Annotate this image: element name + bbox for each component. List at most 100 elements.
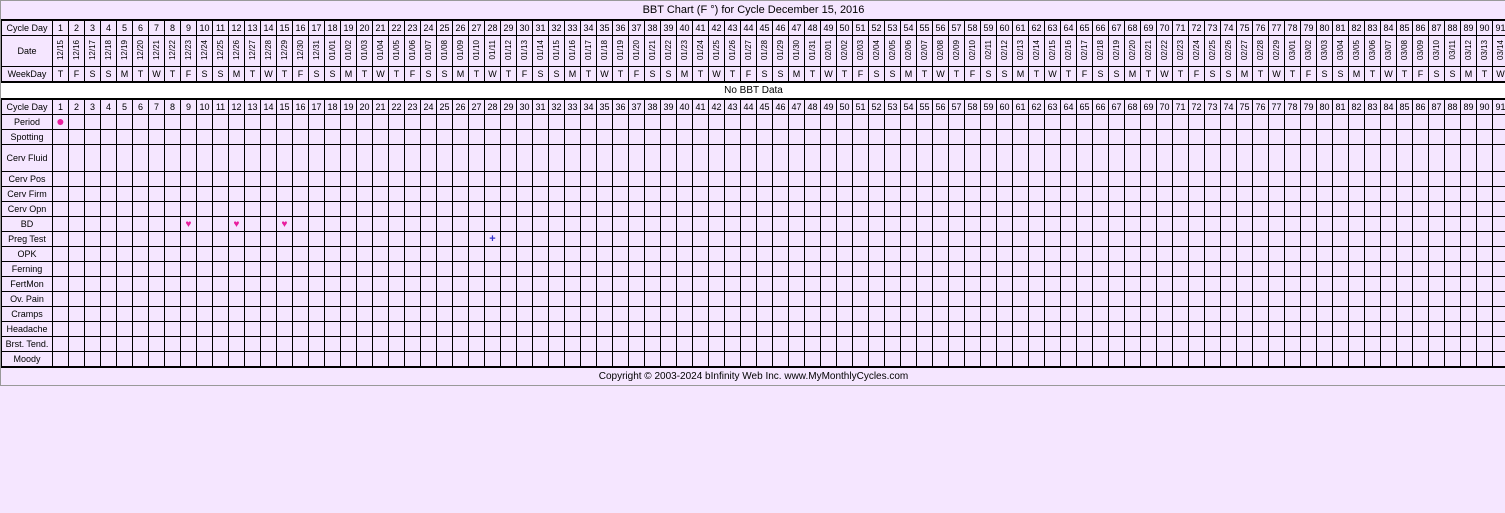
data-cell — [1269, 292, 1285, 307]
data-cell — [533, 352, 549, 367]
data-cell — [1093, 307, 1109, 322]
data-cell — [597, 322, 613, 337]
date-cell: 01/06 — [405, 36, 421, 67]
data-cell — [453, 337, 469, 352]
data-cell — [533, 247, 549, 262]
data-cell — [1077, 115, 1093, 130]
weekday-cell: M — [1349, 67, 1365, 82]
weekday-cell: W — [1157, 67, 1173, 82]
data-cell — [1205, 292, 1221, 307]
data-cell — [965, 145, 981, 172]
data-cell — [1237, 322, 1253, 337]
data-cell — [821, 277, 837, 292]
date-cell: 12/15 — [53, 36, 69, 67]
date-cell: 01/08 — [437, 36, 453, 67]
data-cell — [1157, 187, 1173, 202]
weekday-cell: M — [1237, 67, 1253, 82]
data-cell — [869, 217, 885, 232]
weekday-cell: W — [261, 67, 277, 82]
data-cell — [1221, 217, 1237, 232]
data-cell — [341, 262, 357, 277]
cycle-day-cell: 53 — [885, 21, 901, 36]
cycle-day-cell: 89 — [1461, 21, 1477, 36]
data-cell — [549, 145, 565, 172]
data-cell — [1301, 337, 1317, 352]
data-cell — [1477, 145, 1493, 172]
data-cell — [1301, 172, 1317, 187]
data-cell — [1173, 337, 1189, 352]
data-cell — [405, 232, 421, 247]
data-cell — [1301, 130, 1317, 145]
data-cell — [1269, 232, 1285, 247]
data-cell — [1429, 307, 1445, 322]
data-cell — [805, 217, 821, 232]
data-cell — [565, 322, 581, 337]
weekday-cell: S — [1205, 67, 1221, 82]
data-cell — [949, 262, 965, 277]
date-cell: 01/14 — [533, 36, 549, 67]
data-cell — [1365, 292, 1381, 307]
data-cell — [469, 277, 485, 292]
data-cell — [277, 337, 293, 352]
data-cell — [1173, 232, 1189, 247]
data-cell — [885, 145, 901, 172]
data-cell — [693, 307, 709, 322]
data-cell — [677, 247, 693, 262]
data-cell — [869, 337, 885, 352]
weekday-cell: T — [613, 67, 629, 82]
data-cell — [405, 277, 421, 292]
data-cell: 6 — [133, 100, 149, 115]
data-cell — [1157, 130, 1173, 145]
data-cell — [117, 262, 133, 277]
data-cell — [789, 262, 805, 277]
data-cell — [709, 172, 725, 187]
data-cell — [981, 145, 997, 172]
weekday-cell: S — [1093, 67, 1109, 82]
data-cell — [309, 292, 325, 307]
data-cell: 51 — [853, 100, 869, 115]
data-cell — [613, 217, 629, 232]
data-cell — [1413, 337, 1429, 352]
data-cell — [1093, 187, 1109, 202]
data-cell — [405, 307, 421, 322]
data-cell: 47 — [789, 100, 805, 115]
data-cell — [597, 232, 613, 247]
date-cell: 12/18 — [101, 36, 117, 67]
data-cell — [485, 262, 501, 277]
data-cell — [789, 202, 805, 217]
data-cell — [581, 115, 597, 130]
data-cell — [1445, 232, 1461, 247]
data-cell: 72 — [1189, 100, 1205, 115]
data-cell — [405, 322, 421, 337]
data-cell: 65 — [1077, 100, 1093, 115]
weekday-cell: M — [1461, 67, 1477, 82]
data-cell: 13 — [245, 100, 261, 115]
data-cell — [1477, 187, 1493, 202]
data-cell — [1221, 115, 1237, 130]
data-cell — [405, 172, 421, 187]
data-cell — [533, 307, 549, 322]
data-cell — [1429, 130, 1445, 145]
cycle-day-cell: 13 — [245, 21, 261, 36]
data-cell — [1013, 172, 1029, 187]
data-cell — [1365, 307, 1381, 322]
weekday-cell: S — [533, 67, 549, 82]
data-cell — [85, 247, 101, 262]
data-cell — [1061, 130, 1077, 145]
data-cell — [933, 130, 949, 145]
data-cell — [821, 217, 837, 232]
data-cell — [261, 247, 277, 262]
data-cell — [213, 262, 229, 277]
data-cell — [917, 115, 933, 130]
data-cell — [1013, 322, 1029, 337]
weekday-cell: F — [293, 67, 309, 82]
data-cell — [1461, 247, 1477, 262]
data-cell — [613, 247, 629, 262]
data-cell — [789, 172, 805, 187]
data-cell — [853, 277, 869, 292]
data-cell — [1125, 307, 1141, 322]
weekday-cell: T — [725, 67, 741, 82]
data-cell — [1205, 262, 1221, 277]
data-cell — [117, 172, 133, 187]
data-cell — [1493, 115, 1505, 130]
